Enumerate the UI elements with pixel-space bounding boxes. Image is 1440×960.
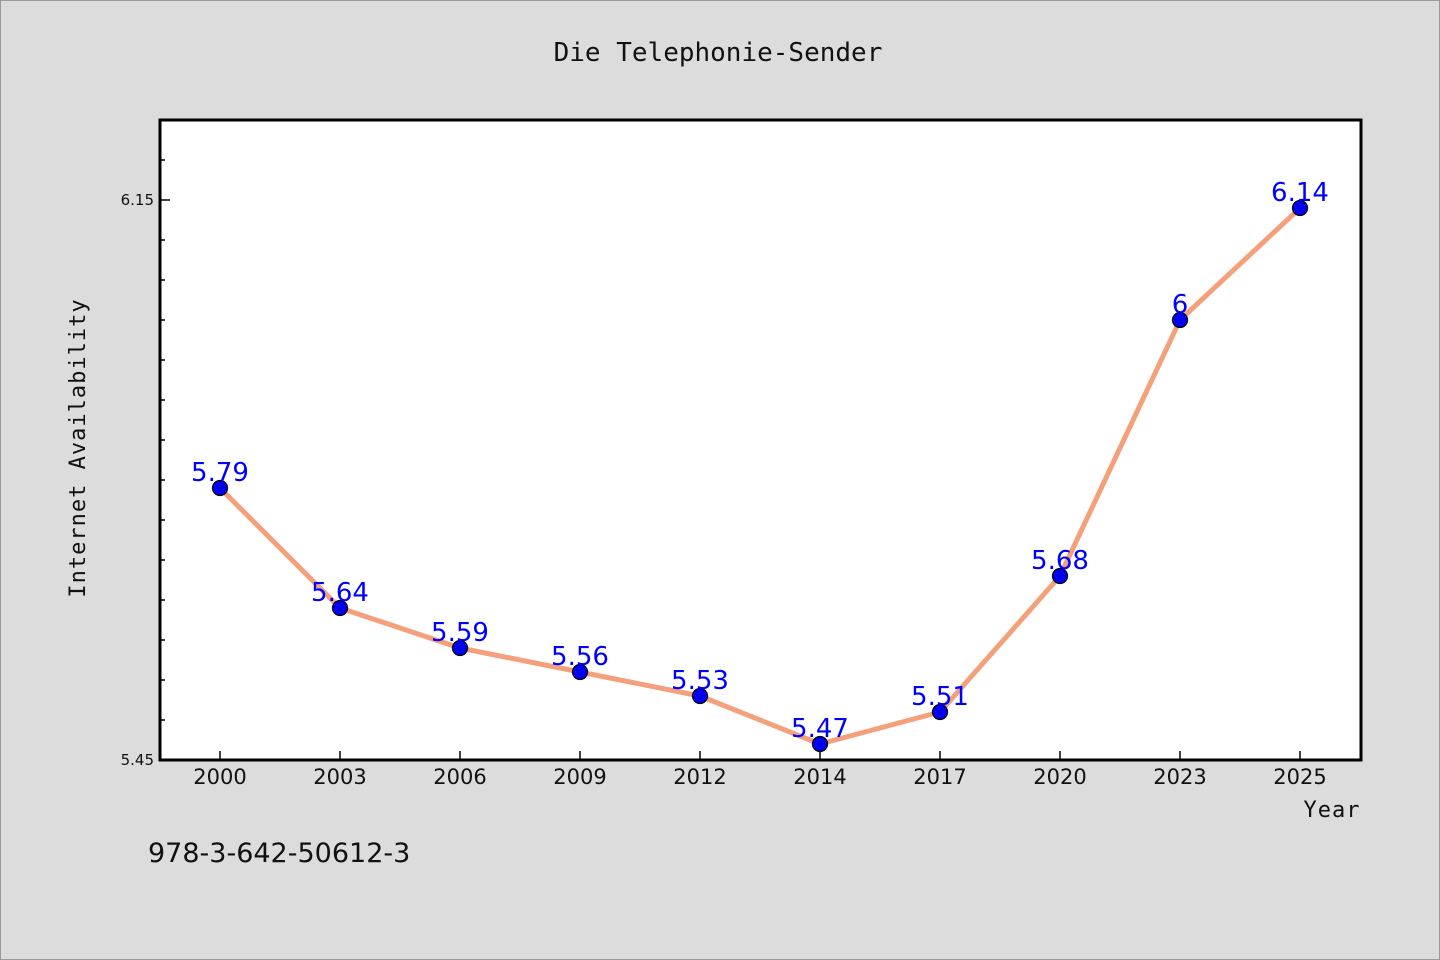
data-point-label: 5.68 <box>1031 546 1089 576</box>
data-point-label: 5.47 <box>791 714 849 744</box>
y-tick-label: 6.15 <box>121 191 154 209</box>
y-tick-label: 5.45 <box>121 751 154 769</box>
data-point-marker <box>931 703 949 721</box>
x-tick-label: 2017 <box>913 765 966 789</box>
data-point-marker <box>331 599 349 617</box>
x-ticks: 2000 2003 2006 2009 2012 2014 2017 2020 2023 2025 <box>193 751 1327 789</box>
x-tick-label: 2012 <box>673 765 726 789</box>
series-line <box>217 205 1303 747</box>
data-point-label: 5.79 <box>191 458 249 488</box>
x-tick-label: 2000 <box>193 765 246 789</box>
data-point-label: 6.14 <box>1271 178 1329 208</box>
x-tick-label: 2014 <box>793 765 846 789</box>
data-point-marker <box>811 735 829 753</box>
data-point-marker <box>211 479 229 497</box>
data-point-marker <box>571 663 589 681</box>
chart-title: Die Telephonie-Sender <box>554 38 883 68</box>
data-point-label: 6 <box>1172 290 1189 320</box>
data-point-label: 5.56 <box>551 642 609 672</box>
data-point-marker <box>1051 567 1069 585</box>
data-point-label: 5.51 <box>911 682 969 712</box>
series-markers <box>211 199 1309 753</box>
x-tick-label: 2006 <box>433 765 486 789</box>
data-point-marker <box>691 687 709 705</box>
y-axis-label: Internet Availability <box>66 298 91 597</box>
data-point-marker <box>451 639 469 657</box>
x-tick-label: 2025 <box>1273 765 1326 789</box>
data-point-marker <box>1291 199 1309 217</box>
x-tick-label: 2009 <box>553 765 606 789</box>
plot-border <box>158 118 1363 762</box>
plot-area <box>160 120 1361 760</box>
data-point-marker <box>1171 311 1189 329</box>
x-tick-label: 2023 <box>1153 765 1206 789</box>
data-point-label: 5.59 <box>431 618 489 648</box>
x-tick-label: 2020 <box>1033 765 1086 789</box>
x-tick-label: 2003 <box>313 765 366 789</box>
x-axis-label: Year <box>1304 798 1361 823</box>
y-tick-labels: 5.45 6.15 <box>121 191 154 769</box>
data-point-label: 5.64 <box>311 578 369 608</box>
data-labels: 5.79 5.64 5.59 5.56 5.53 5.47 5.51 5.68 6 6.14 <box>191 178 1329 744</box>
data-point-label: 5.53 <box>671 666 729 696</box>
footer-code: 978-3-642-50612-3 <box>148 838 410 869</box>
